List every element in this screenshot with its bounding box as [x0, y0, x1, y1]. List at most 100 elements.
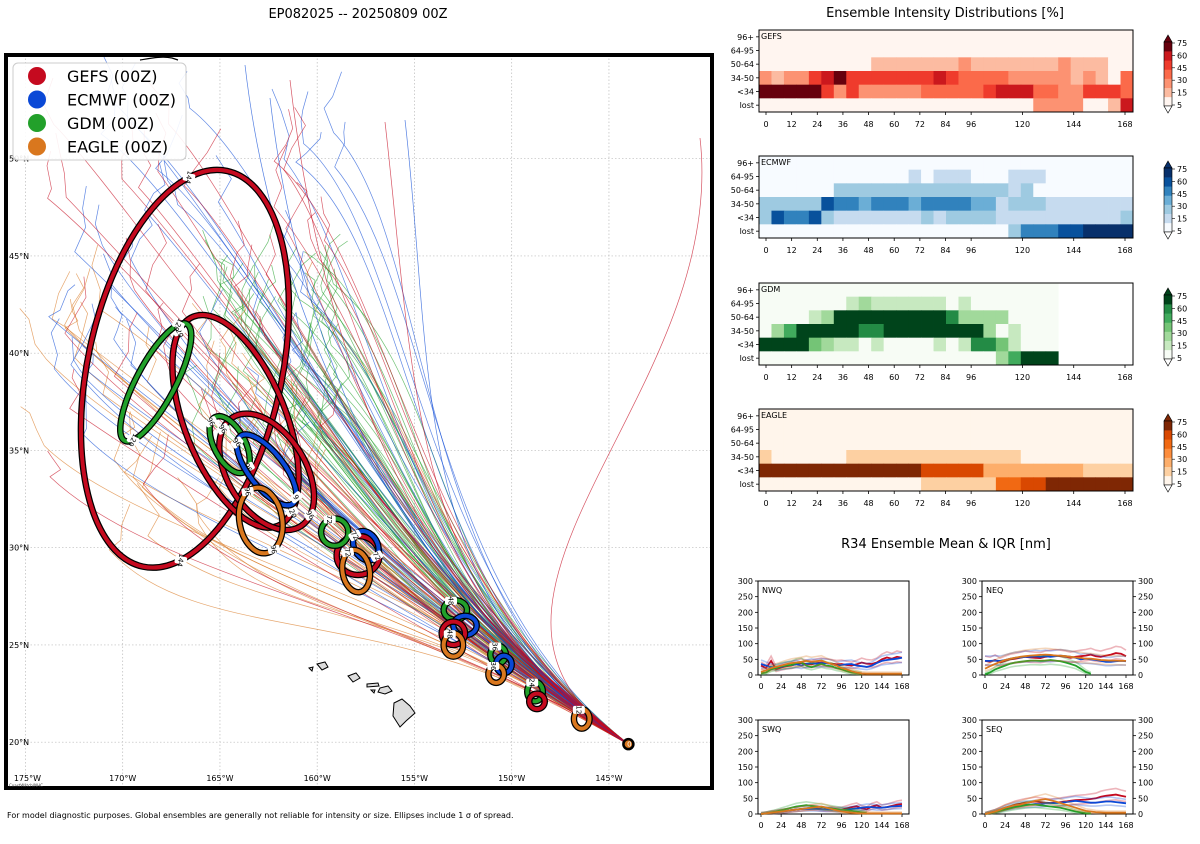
colorbar-arrow-bottom: [1163, 358, 1173, 367]
heatmap-cell: [1120, 57, 1134, 72]
heatmap-cell: [1070, 422, 1084, 437]
r34-x-label: 72: [1040, 682, 1050, 691]
heatmap-cell: [1020, 436, 1034, 451]
heatmap-cell: [933, 409, 947, 424]
intensity-title: Ensemble Intensity Distributions [%]: [826, 6, 1064, 21]
heatmap-x-label: 144: [1066, 120, 1081, 129]
ellipse-hour-label: 96: [217, 423, 229, 435]
island-maui: [377, 685, 393, 695]
heatmap-cell: [1058, 183, 1072, 198]
ellipse-ring-ecmwf: [234, 432, 299, 508]
heatmap-cell: [1108, 169, 1121, 184]
map-lat-label: 40°N: [9, 349, 29, 358]
heatmap-cell: [1045, 351, 1059, 366]
heatmap-cell: [983, 436, 997, 451]
r34-iqr-upper-ecmwf: [984, 795, 1127, 814]
ensemble-track-gdm: [276, 398, 629, 745]
heatmap-cell: [921, 409, 934, 424]
r34-iqr-upper-gefs: [984, 645, 1127, 659]
heatmap-cell: [808, 351, 822, 366]
heatmap-cell: [1083, 210, 1096, 225]
heatmap-cell: [1045, 183, 1059, 198]
island-kauai: [316, 661, 329, 671]
r34-y-label-left: 300: [962, 577, 977, 586]
heatmap-cell: [921, 224, 934, 239]
heatmap-cell: [1033, 296, 1047, 311]
r34-frame: [981, 719, 1134, 815]
heatmap-cell: [1033, 409, 1047, 424]
ellipse-hour-label: 72: [371, 551, 382, 563]
heatmap-cell: [1008, 210, 1022, 225]
heatmap-cell: [771, 84, 785, 99]
heatmap-cell: [995, 296, 1009, 311]
heatmap-cell: [1108, 57, 1121, 72]
heatmap-x-label: 96: [966, 499, 976, 508]
r34-frame: [757, 719, 910, 815]
heatmap-cell: [896, 71, 909, 86]
heatmap-cell: [946, 98, 959, 113]
colorbar-segment: [1164, 439, 1172, 449]
heatmap-cell: [908, 210, 922, 225]
heatmap-cell: [771, 210, 785, 225]
heatmap-cell: [833, 43, 847, 58]
ensemble-track-gefs: [47, 450, 629, 745]
heatmap-cell: [1008, 169, 1022, 184]
heatmap-cell: [796, 197, 810, 212]
heatmap-row-label: 50-64: [731, 186, 754, 195]
heatmap-cell: [821, 463, 835, 478]
heatmap-cell: [808, 436, 822, 451]
heatmap-frame: [758, 408, 1134, 492]
heatmap-row-label: <34: [737, 214, 754, 223]
heatmap-cell: [871, 351, 885, 366]
heatmap-cell: [883, 43, 897, 58]
heatmap-cell: [1108, 71, 1121, 86]
r34-y-label: 150: [1138, 624, 1153, 633]
ensemble-track-gdm: [234, 293, 629, 745]
heatmap-cell: [958, 210, 972, 225]
heatmap-cell: [946, 351, 959, 366]
heatmap-x-label: 0: [763, 373, 768, 382]
heatmap-cell: [896, 84, 909, 99]
heatmap-cell: [833, 183, 847, 198]
heatmap-cell: [821, 337, 835, 352]
heatmap-cell: [858, 156, 872, 171]
ellipse-hour-label: 12: [574, 705, 582, 714]
heatmap-cell: [759, 337, 772, 352]
ellipse-label-bg: [230, 436, 244, 449]
colorbar-tick-label: 45: [1177, 190, 1187, 199]
heatmap-cell: [1020, 296, 1034, 311]
colorbar-arrow-top: [1163, 287, 1173, 296]
heatmap-cell: [846, 409, 860, 424]
heatmap-cell: [995, 436, 1009, 451]
colorbar-segment: [1164, 430, 1172, 440]
map-lat-label: 25°N: [9, 641, 29, 650]
heatmap-cell: [946, 450, 959, 465]
heatmap-cell: [871, 450, 885, 465]
heatmap-cell: [946, 422, 959, 437]
heatmap-cell: [846, 296, 860, 311]
r34-y-label: 200: [738, 747, 753, 756]
heatmap-cell: [871, 169, 885, 184]
heatmap-cell: [771, 450, 785, 465]
heatmap-cell: [958, 197, 972, 212]
heatmap-cell: [808, 210, 822, 225]
heatmap-cell: [946, 43, 959, 58]
colorbar-tick-label: 30: [1177, 329, 1187, 338]
heatmap-cell: [921, 310, 934, 325]
heatmap-cell: [871, 296, 885, 311]
heatmap-cell: [958, 463, 972, 478]
r34-x-label: 72: [1040, 821, 1050, 830]
heatmap-cell: [983, 30, 997, 45]
ensemble-track-ecmwf: [323, 71, 629, 745]
r34-mean-gdm: [760, 661, 862, 675]
heatmap-cell: [808, 43, 822, 58]
heatmap-x-label: 48: [863, 120, 873, 129]
heatmap-cell: [1095, 71, 1109, 86]
heatmap-cell: [883, 210, 897, 225]
heatmap-cell: [983, 57, 997, 72]
heatmap-cell: [908, 71, 922, 86]
heatmap-cell: [946, 30, 959, 45]
colorbar-segment: [1164, 222, 1172, 233]
heatmap-cell: [908, 296, 922, 311]
r34-panel-nwq: NWQ 0 50 100 150 200 250 300 0 24 48 72 96 120 144 168: [738, 577, 910, 691]
